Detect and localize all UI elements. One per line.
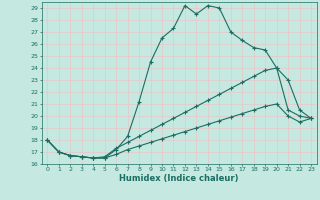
X-axis label: Humidex (Indice chaleur): Humidex (Indice chaleur) bbox=[119, 174, 239, 183]
